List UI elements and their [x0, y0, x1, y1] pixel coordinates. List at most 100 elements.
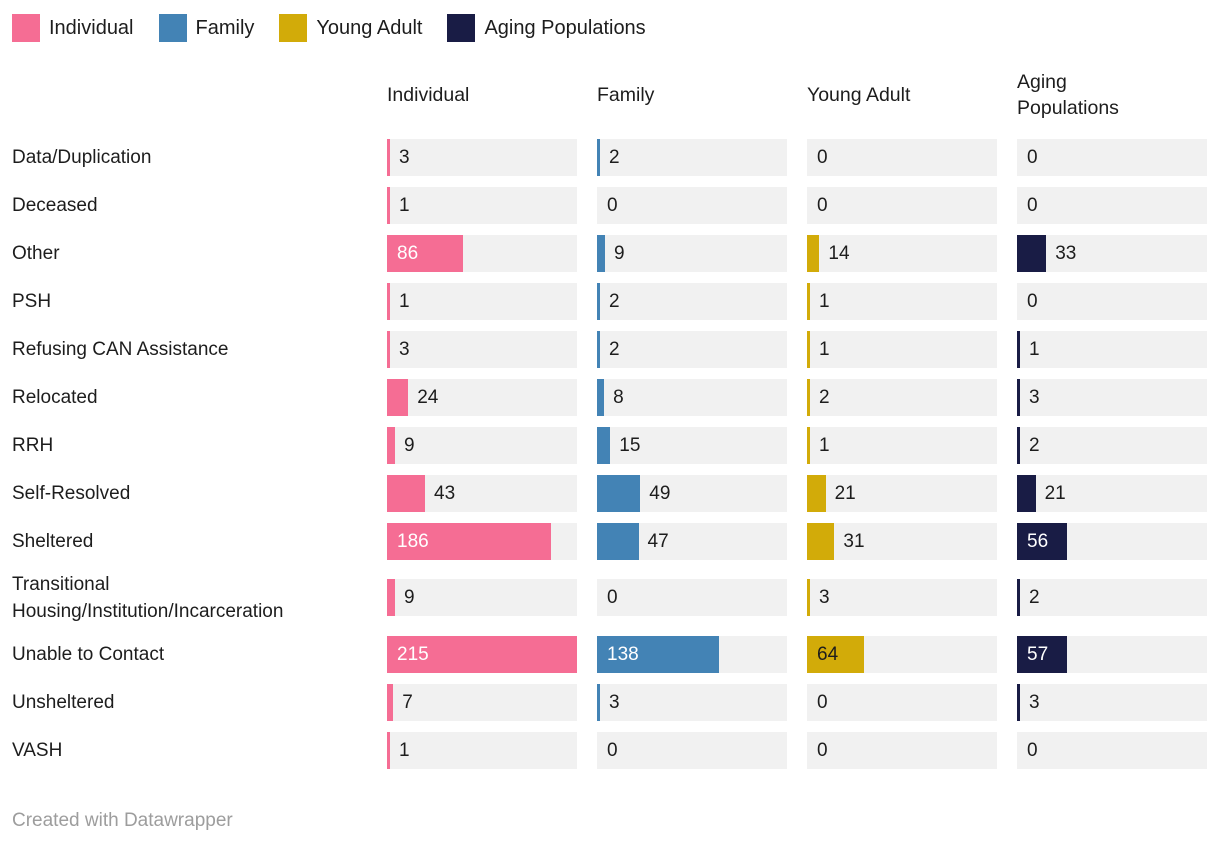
bar — [597, 378, 605, 416]
bar-value-label: 14 — [828, 242, 850, 264]
bar-value-label: 47 — [647, 530, 669, 552]
table-row: PSH 1 2 1 0 — [12, 277, 1207, 325]
row-label: RRH — [12, 434, 54, 456]
legend-item-label: Aging Populations — [484, 16, 646, 39]
legend-item-label: Individual — [49, 16, 134, 39]
bar-value-label: 1 — [399, 739, 410, 761]
bar — [1017, 522, 1067, 560]
legend-swatch-icon — [279, 14, 308, 42]
bar-track: 0 — [1017, 282, 1207, 320]
bar-value-label: 31 — [843, 530, 865, 552]
table-row: Sheltered 186 47 31 56 — [12, 517, 1207, 565]
bar — [597, 474, 641, 512]
column-header-label: Aging Populations — [1017, 71, 1119, 119]
bar-value-label: 3 — [399, 338, 410, 360]
bar-value-label: 1 — [399, 194, 410, 216]
bar — [807, 635, 864, 673]
column-header-row: Individual Family Young Adult Aging Populat… — [12, 68, 1207, 122]
bar-track: 1 — [387, 186, 577, 224]
bar-track: 3 — [807, 579, 997, 616]
row-label: Transitional Housing/Institution/Incarce… — [12, 573, 284, 622]
bar-value-label: 0 — [607, 194, 618, 216]
table-row: Other 86 9 14 33 — [12, 229, 1207, 277]
bar-value-label: 24 — [417, 386, 439, 408]
bar-value-label: 0 — [1027, 290, 1038, 312]
bar — [1017, 234, 1047, 272]
bar-cells: 186 47 31 56 — [387, 522, 1207, 560]
row-label: Deceased — [12, 194, 98, 216]
column-headers: Individual Family Young Adult Aging Populat… — [387, 68, 1207, 122]
table-row: Deceased 1 0 0 0 — [12, 181, 1207, 229]
bar-track: 57 — [1017, 635, 1207, 673]
row-label: Sheltered — [12, 530, 94, 552]
bar-value-label: 0 — [817, 146, 828, 168]
bar-value-label: 3 — [609, 691, 620, 713]
bar-value-label: 3 — [399, 146, 410, 168]
table-row: Unable to Contact 215 138 64 57 — [12, 630, 1207, 678]
bar-value-label: 2 — [609, 290, 620, 312]
bar-track: 1 — [387, 282, 577, 320]
bar — [1017, 426, 1020, 464]
bar — [807, 330, 810, 368]
bar — [597, 426, 611, 464]
bar-track: 1 — [807, 282, 997, 320]
credit-text: Created with Datawrapper — [12, 810, 233, 831]
row-label: VASH — [12, 739, 63, 761]
bar-value-label: 2 — [609, 338, 620, 360]
bar-track: 2 — [597, 138, 787, 176]
bar-value-label: 9 — [404, 434, 415, 456]
row-label: Unsheltered — [12, 691, 115, 713]
bar — [597, 330, 600, 368]
bar-track: 3 — [1017, 378, 1207, 416]
bar-track: 2 — [597, 330, 787, 368]
bar-value-label: 33 — [1055, 242, 1077, 264]
row-label: Other — [12, 242, 60, 264]
bar-value-label: 86 — [397, 242, 419, 264]
bar-track: 7 — [387, 683, 577, 721]
table-row: Transitional Housing/Institution/Incarce… — [12, 565, 1207, 630]
legend-item-label: Young Adult — [316, 16, 423, 39]
row-label: Refusing CAN Assistance — [12, 338, 229, 360]
bar-value-label: 64 — [817, 643, 839, 665]
bar-track: 3 — [1017, 683, 1207, 721]
bar-value-label: 1 — [819, 338, 830, 360]
bar-track: 3 — [387, 138, 577, 176]
bar-cells: 3 2 0 0 — [387, 138, 1207, 176]
table-row: Relocated 24 8 2 3 — [12, 373, 1207, 421]
bar-value-label: 56 — [1027, 530, 1049, 552]
bar-track: 14 — [807, 234, 997, 272]
bar-value-label: 0 — [607, 587, 618, 608]
bar — [1017, 330, 1020, 368]
column-header: Young Adult — [807, 68, 997, 122]
bar — [597, 683, 600, 721]
bar-track: 86 — [387, 234, 577, 272]
bar-value-label: 0 — [817, 194, 828, 216]
bar — [387, 579, 395, 616]
bar — [807, 522, 835, 560]
bar-value-label: 21 — [834, 482, 856, 504]
bar-track: 0 — [807, 138, 997, 176]
bar-track: 9 — [387, 426, 577, 464]
bar-track: 1 — [807, 426, 997, 464]
table-row: RRH 9 15 1 2 — [12, 421, 1207, 469]
bar-value-label: 0 — [817, 691, 828, 713]
bar-value-label: 1 — [399, 290, 410, 312]
bar — [387, 474, 425, 512]
bar — [387, 282, 390, 320]
bar-value-label: 2 — [609, 146, 620, 168]
bar-track: 0 — [807, 683, 997, 721]
table-row: Data/Duplication 3 2 0 0 — [12, 133, 1207, 181]
bar — [807, 378, 810, 416]
bar-track: 2 — [807, 378, 997, 416]
bar-track: 9 — [387, 579, 577, 616]
bar-value-label: 0 — [1027, 194, 1038, 216]
bar — [807, 474, 826, 512]
bar-track: 21 — [1017, 474, 1207, 512]
bar-track: 8 — [597, 378, 787, 416]
row-label: Self-Resolved — [12, 482, 131, 504]
bar-value-label: 2 — [1029, 434, 1040, 456]
bar-value-label: 3 — [819, 587, 830, 608]
bar-value-label: 138 — [607, 643, 639, 665]
bar-value-label: 1 — [819, 290, 830, 312]
